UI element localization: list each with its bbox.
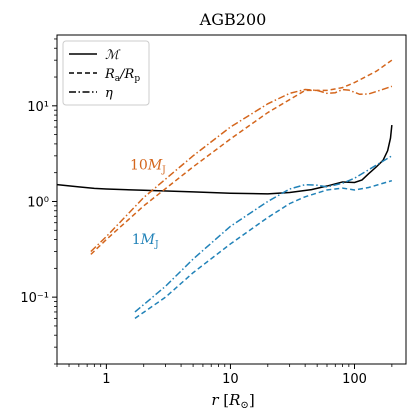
series-eta_1MJ	[134, 155, 393, 313]
plot-frame	[56, 34, 407, 365]
y-tick-label: 10⁰	[27, 195, 49, 210]
series-ra_rp_10MJ	[90, 59, 393, 255]
annotation-label: 1MJ	[132, 232, 159, 250]
axes-frame	[56, 34, 407, 365]
series-mach	[56, 124, 393, 195]
x-tick-label: 100	[342, 372, 367, 387]
x-tick-label: 1	[102, 372, 110, 387]
axis-ticks: 1 10 100 10⁻¹ 10⁰ 10¹	[20, 38, 393, 387]
legend-label: ℳ	[105, 48, 121, 63]
y-tick-label: 10¹	[27, 100, 49, 115]
legend-label: η	[105, 86, 113, 101]
legend-label: Ra/Rp	[104, 67, 140, 84]
annotations: 10MJ 1MJ	[130, 158, 166, 250]
annotation-label: 10MJ	[130, 158, 166, 176]
legend-box	[62, 40, 150, 106]
x-axis-label: r [R⊙]	[211, 391, 254, 411]
legend: ℳ Ra/Rp η	[62, 40, 150, 106]
series-eta_10MJ	[90, 85, 393, 253]
y-tick-label: 10⁻¹	[20, 291, 49, 306]
plot-lines	[56, 59, 393, 319]
series-ra_rp_1MJ	[134, 179, 393, 319]
x-tick-label: 10	[222, 372, 239, 387]
chart-title: AGB200	[199, 10, 267, 29]
